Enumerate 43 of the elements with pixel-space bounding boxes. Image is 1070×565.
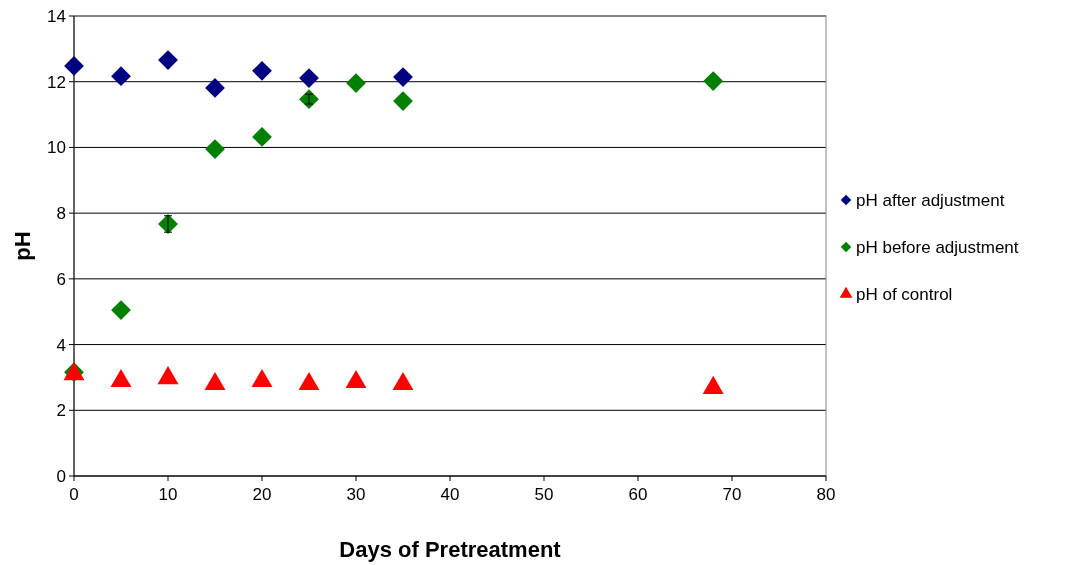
point <box>393 67 413 88</box>
y-tick-label: 8 <box>56 204 66 224</box>
x-tick-label: 80 <box>816 485 836 504</box>
point <box>110 368 132 388</box>
point <box>205 78 225 98</box>
legend-label: pH after adjustment <box>856 190 1005 210</box>
point <box>392 371 414 391</box>
x-tick-label: 40 <box>440 485 460 504</box>
x-tick-label: 70 <box>722 485 742 504</box>
x-axis-title: Days of Pretreatment <box>339 537 562 562</box>
point <box>111 66 131 87</box>
point <box>251 368 273 388</box>
x-tick-label: 20 <box>252 485 272 504</box>
point <box>393 91 413 111</box>
point <box>252 60 272 81</box>
point <box>252 127 272 147</box>
y-axis-title: pH <box>10 231 35 261</box>
x-tick-label: 60 <box>628 485 648 504</box>
point <box>346 73 366 93</box>
y-tick-label: 0 <box>56 466 66 486</box>
point <box>157 365 179 385</box>
point <box>299 68 319 88</box>
x-tick-label: 50 <box>534 485 554 504</box>
x-tick-label: 30 <box>346 485 366 504</box>
y-tick-label: 6 <box>56 269 66 289</box>
point <box>345 369 367 389</box>
x-tick-label: 10 <box>158 485 178 504</box>
point <box>702 375 724 394</box>
legend-label: pH before adjustment <box>856 237 1019 257</box>
point <box>205 139 225 159</box>
point <box>64 56 84 76</box>
y-tick-label: 2 <box>56 401 66 421</box>
point <box>158 50 178 70</box>
x-tick-label: 0 <box>69 485 79 504</box>
y-tick-label: 12 <box>47 72 66 92</box>
legend-label: pH of control <box>856 284 953 304</box>
point <box>299 89 319 110</box>
y-tick-label: 14 <box>47 6 66 26</box>
point <box>204 371 226 391</box>
y-tick-label: 4 <box>56 335 66 355</box>
point <box>703 71 724 91</box>
point <box>298 371 320 391</box>
y-tick-label: 10 <box>47 138 66 158</box>
